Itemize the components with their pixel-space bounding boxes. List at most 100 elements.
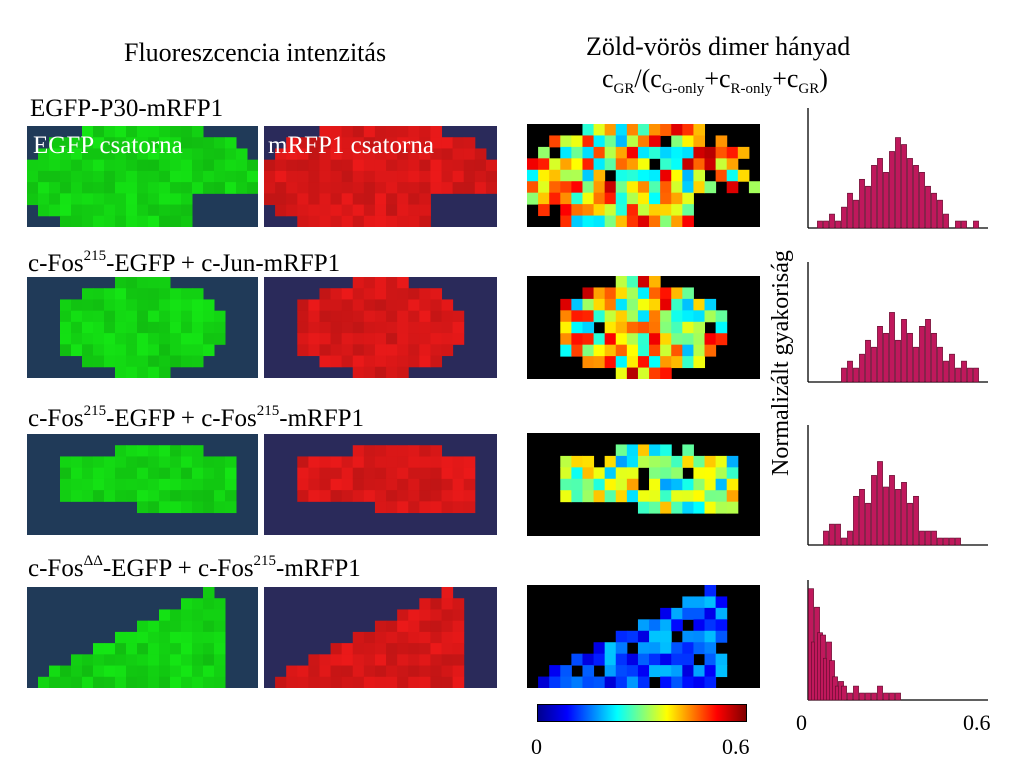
map-pixel <box>671 158 683 171</box>
map-pixel <box>637 204 650 217</box>
map-pixel <box>715 665 728 678</box>
pixel <box>236 148 248 161</box>
pixel <box>430 333 443 345</box>
pixel <box>137 126 149 138</box>
pixel <box>181 159 193 172</box>
map-pixel <box>637 192 650 205</box>
dimer-map-4 <box>527 585 760 688</box>
map-pixel <box>637 135 650 148</box>
mrfp-image-1: mRFP1 csatorna <box>264 126 497 227</box>
pixel <box>419 467 431 480</box>
histogram-bar <box>889 692 895 701</box>
pixel <box>319 215 332 227</box>
pixel <box>374 159 387 172</box>
pixel <box>71 490 83 502</box>
pixel <box>159 620 171 633</box>
pixel <box>170 654 182 667</box>
map-pixel <box>571 215 583 227</box>
histogram-bar <box>937 346 943 383</box>
pixel <box>170 631 182 644</box>
pixel <box>93 643 105 655</box>
pixel <box>214 321 226 334</box>
pixel <box>352 665 365 678</box>
pixel <box>352 288 365 300</box>
pixel <box>192 654 204 667</box>
map-pixel <box>637 321 650 334</box>
pixel <box>264 193 276 206</box>
map-pixel <box>582 124 595 136</box>
pixel <box>352 310 365 323</box>
pixel <box>330 159 343 172</box>
pixel <box>115 366 127 378</box>
map-pixel <box>649 356 661 369</box>
pixel <box>386 170 398 183</box>
map-pixel <box>560 676 572 688</box>
histogram-bar <box>865 185 871 229</box>
map-pixel <box>649 181 661 194</box>
pixel <box>115 445 127 457</box>
map-pixel <box>637 276 650 288</box>
pixel <box>181 137 193 149</box>
pixel <box>397 490 409 502</box>
pixel <box>352 478 365 491</box>
pixel <box>330 665 343 678</box>
map-pixel <box>560 344 572 357</box>
pixel <box>181 490 193 502</box>
map-pixel <box>582 467 595 480</box>
map-pixel <box>560 490 572 503</box>
map-pixel <box>682 607 694 620</box>
map-pixel <box>604 181 617 194</box>
pixel <box>159 288 171 300</box>
histogram-bar <box>961 360 967 383</box>
pixel <box>148 490 160 502</box>
map-pixel <box>693 356 706 369</box>
pixel <box>104 193 116 206</box>
histogram-bar <box>841 367 847 383</box>
pixel <box>286 148 298 161</box>
map-pixel <box>604 146 617 159</box>
map-pixel <box>626 181 639 194</box>
pixel <box>430 148 443 161</box>
map-pixel <box>549 169 561 182</box>
map-pixel <box>649 367 661 379</box>
pixel <box>170 137 182 149</box>
map-pixel <box>637 630 650 643</box>
pixel <box>341 333 354 345</box>
map-pixel <box>660 215 672 227</box>
pixel <box>430 126 443 138</box>
map-pixel <box>704 607 717 620</box>
pixel <box>397 631 409 644</box>
pixel <box>203 654 215 667</box>
pixel <box>419 620 431 633</box>
pixel <box>148 170 160 183</box>
pixel <box>159 445 171 457</box>
map-pixel <box>649 344 661 357</box>
map-pixel <box>593 642 606 655</box>
pixel <box>330 333 343 345</box>
pixel <box>137 643 149 655</box>
map-pixel <box>571 321 583 334</box>
map-pixel <box>671 135 683 148</box>
pixel <box>159 182 171 194</box>
map-pixel <box>560 333 572 346</box>
map-pixel <box>549 192 561 205</box>
map-pixel <box>715 478 728 491</box>
map-pixel <box>715 490 728 503</box>
pixel <box>148 467 160 480</box>
map-pixel <box>582 146 595 159</box>
pixel <box>319 456 332 469</box>
pixel <box>275 148 287 161</box>
pixel <box>104 333 116 345</box>
egfp-image-4 <box>27 587 258 688</box>
pixel <box>430 288 443 300</box>
formula-dimer-fraction: cGR/(cG-only+cR-only+cGR) <box>602 64 828 97</box>
pixel <box>352 215 365 227</box>
pixel <box>137 467 149 480</box>
pixel <box>71 170 83 183</box>
map-pixel <box>604 321 617 334</box>
pixel <box>330 299 343 312</box>
pixel <box>341 654 354 667</box>
pixel <box>203 333 215 345</box>
pixel <box>181 598 193 610</box>
pixel <box>203 159 215 172</box>
